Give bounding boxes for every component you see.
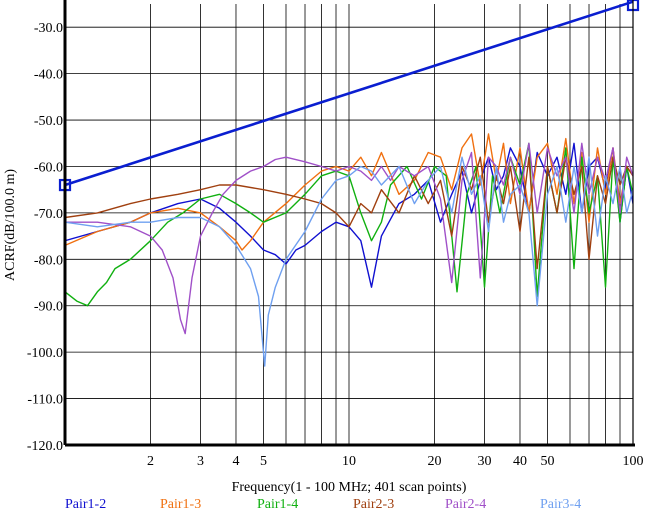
x-tick-label: 10 (342, 454, 356, 469)
legend-item-pair1-3: Pair1-3 (160, 497, 202, 512)
grid-lines (65, 4, 633, 445)
series-pair1-2 (65, 142, 633, 288)
x-tick-label: 2 (147, 454, 154, 469)
y-axis-label: ACRF(dB/100.0 m) (3, 169, 18, 281)
series-pair1-4 (65, 142, 633, 307)
y-tick-label: -100.0 (27, 346, 63, 361)
x-tick-label: 20 (427, 454, 441, 469)
x-tick-label: 4 (232, 454, 239, 469)
y-tick-label: -50.0 (34, 114, 63, 129)
legend-item-pair1-2: Pair1-2 (65, 497, 107, 512)
limit-line (64, 0, 634, 187)
y-tick-label: -90.0 (34, 300, 63, 315)
x-tick-label: 100 (623, 454, 644, 469)
y-tick-label: -30.0 (34, 21, 63, 36)
legend-item-pair2-3: Pair2-3 (353, 497, 395, 512)
y-tick-label: -60.0 (34, 160, 63, 175)
legend: Pair1-2 Pair1-3 Pair1-4 Pair2-3 Pair2-4 Pair3… (0, 497, 650, 517)
x-axis-label: Frequency(1 - 100 MHz; 401 scan points) (232, 480, 467, 495)
x-tick-labels: 2 3 4 5 10 20 30 40 50 100 (147, 454, 644, 469)
y-tick-labels: -30.0 -40.0 -50.0 -60.0 -70.0 -80.0 -90.0 -100.… (27, 21, 63, 454)
series-pair3-4 (65, 156, 633, 367)
x-tick-label: 30 (478, 454, 492, 469)
x-tick-label: 3 (197, 454, 204, 469)
y-tick-label: -120.0 (27, 439, 63, 454)
series-pair2-4 (65, 142, 633, 335)
legend-item-pair2-4: Pair2-4 (445, 497, 487, 512)
y-tick-label: -80.0 (34, 253, 63, 268)
y-tick-label: -40.0 (34, 68, 63, 83)
plot-frame (63, 0, 635, 447)
legend-item-pair3-4: Pair3-4 (540, 497, 582, 512)
series-pair2-3 (65, 156, 633, 270)
y-tick-label: -110.0 (27, 393, 63, 408)
legend-item-pair1-4: Pair1-4 (257, 497, 299, 512)
x-tick-label: 50 (541, 454, 555, 469)
x-tick-label: 5 (260, 454, 267, 469)
x-tick-label: 40 (513, 454, 527, 469)
series-layer (65, 133, 633, 367)
y-tick-label: -70.0 (34, 207, 63, 222)
